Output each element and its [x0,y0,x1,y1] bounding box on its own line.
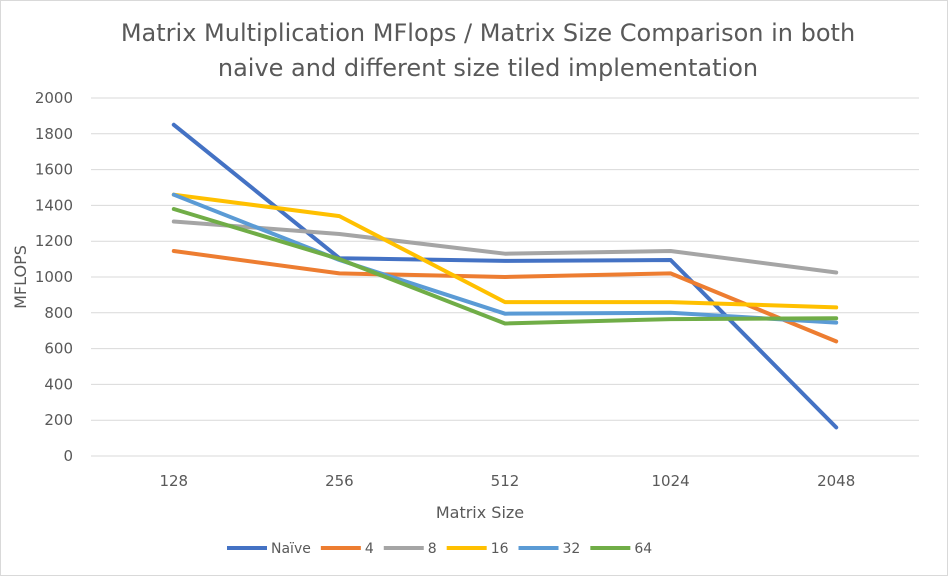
legend-item: 4 [320,541,374,557]
legend-item: 64 [590,541,652,557]
legend-item: Naïve [227,541,311,557]
y-tick-label: 1800 [35,125,73,143]
x-tick-label: 1024 [652,472,690,490]
series-line [171,192,839,325]
y-tick-label: 400 [44,375,73,393]
legend-label: Naïve [271,541,311,557]
y-tick-label: 1000 [35,268,73,286]
y-axis-title: MFLOPS [11,245,30,309]
y-tick-label: 800 [44,304,73,322]
y-axis-ticks: 0 200 400 600 800 1000 1200 1400 1600 1800 2000 [35,89,73,465]
y-tick-label: 0 [63,447,73,465]
y-tick-label: 2000 [35,89,73,107]
series-line [171,207,839,326]
x-tick-label: 128 [159,472,188,490]
legend-item: 16 [446,541,509,557]
chart-title-line-2: naive and different size tiled implement… [218,54,758,82]
legend-item: 8 [383,541,437,557]
legend: Naïve 4 8 16 32 64 [227,541,652,557]
x-tick-label: 256 [325,472,354,490]
legend-label: 16 [491,541,509,557]
legend-label: 4 [365,541,374,557]
y-tick-label: 1200 [35,232,73,250]
legend-label: 64 [634,541,652,557]
chart-title: Matrix Multiplication MFlops / Matrix Si… [121,19,855,82]
series-line [171,249,839,344]
series-lines [171,122,839,430]
y-tick-label: 200 [44,411,73,429]
legend-label: 8 [428,541,437,557]
series-line [171,192,839,310]
legend-label: 32 [563,541,581,557]
series-line [171,219,839,275]
x-axis-ticks: 128 256 512 1024 2048 [159,472,855,490]
x-tick-label: 2048 [817,472,855,490]
y-tick-label: 1600 [35,161,73,179]
x-tick-label: 512 [491,472,520,490]
chart-title-line-1: Matrix Multiplication MFlops / Matrix Si… [121,19,855,47]
y-tick-label: 600 [44,340,73,358]
legend-item: 32 [518,541,581,557]
y-tick-label: 1400 [35,196,73,214]
x-axis-title: Matrix Size [436,503,524,522]
